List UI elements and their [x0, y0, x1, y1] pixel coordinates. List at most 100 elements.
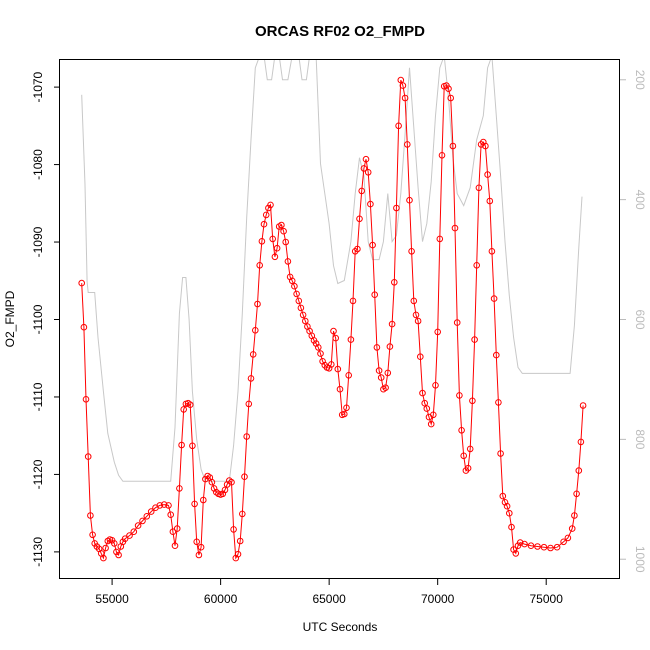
- data-point: [241, 473, 248, 481]
- data-point: [130, 528, 138, 536]
- data-point: [295, 297, 303, 305]
- data-point: [126, 532, 133, 539]
- data-point: [111, 540, 118, 547]
- data-point: [193, 538, 200, 546]
- y-tick-label: -1110: [31, 382, 45, 411]
- data-point: [364, 169, 372, 176]
- data-point: [171, 542, 179, 550]
- data-point: [512, 550, 520, 557]
- data-point: [143, 513, 151, 520]
- data-point: [269, 235, 277, 243]
- y-axis: -1130 -1120 -1110 -1100 -1090 -1080 -1070: [31, 71, 60, 567]
- data-point: [247, 375, 255, 382]
- data-point: [516, 539, 524, 546]
- data-point: [288, 277, 296, 285]
- data-point: [356, 215, 363, 223]
- data-point: [267, 201, 274, 209]
- data-point: [408, 248, 415, 255]
- data-point: [371, 291, 379, 299]
- data-point: [234, 550, 242, 558]
- y-tick-label: -1120: [31, 459, 45, 489]
- data-point: [414, 317, 422, 325]
- data-point: [564, 534, 572, 542]
- data-point: [553, 543, 561, 551]
- data-point: [571, 512, 578, 519]
- y-tick-label: -1130: [31, 537, 45, 567]
- data-point: [432, 382, 439, 389]
- data-point: [497, 450, 504, 457]
- data-point: [315, 344, 322, 351]
- data-point: [395, 122, 402, 130]
- data-point: [466, 445, 474, 453]
- data-point: [336, 385, 344, 393]
- data-point: [178, 441, 185, 449]
- data-point: [421, 399, 429, 407]
- data-point: [503, 502, 511, 510]
- data-point: [230, 526, 237, 533]
- data-point: [189, 442, 196, 450]
- data-point: [278, 221, 285, 229]
- data-point: [434, 328, 442, 336]
- chart-title: ORCAS RF02 O2_FMPD: [255, 23, 425, 40]
- data-point: [147, 508, 155, 515]
- data-point: [436, 235, 444, 243]
- data-point: [417, 353, 424, 361]
- data-point: [373, 344, 381, 351]
- data-point: [89, 531, 96, 539]
- data-point: [341, 410, 348, 418]
- data-point: [180, 406, 187, 413]
- data-point: [236, 537, 244, 545]
- data-point: [282, 238, 290, 246]
- data-point: [102, 544, 109, 552]
- data-point: [473, 262, 481, 269]
- data-point: [252, 327, 259, 334]
- data-point: [471, 336, 478, 343]
- data-point: [273, 244, 281, 252]
- y-axis-label: O2_FMPD: [3, 290, 17, 347]
- data-point: [464, 464, 472, 472]
- data-point: [579, 402, 587, 409]
- data-point: [284, 258, 292, 265]
- y-tick-label: -1080: [31, 149, 45, 180]
- data-point: [358, 187, 366, 195]
- data-point: [480, 138, 487, 146]
- data-point: [330, 327, 337, 335]
- data-point: [84, 453, 92, 460]
- data-point: [456, 392, 463, 399]
- data-point: [499, 492, 507, 500]
- data-point: [475, 184, 483, 192]
- data-point: [501, 499, 509, 506]
- data-point: [78, 279, 85, 287]
- data-point: [493, 351, 500, 359]
- data-point: [245, 400, 253, 408]
- x-tick-label: 55000: [95, 592, 129, 606]
- data-point: [256, 262, 264, 269]
- data-point: [451, 224, 459, 232]
- data-point: [334, 365, 342, 373]
- data-point: [401, 94, 409, 102]
- data-point: [427, 420, 435, 428]
- data-point: [345, 372, 353, 379]
- data-point: [262, 211, 270, 219]
- data-point: [139, 517, 146, 525]
- data-point: [568, 525, 576, 532]
- data-point: [254, 300, 261, 308]
- y2-tick-label: 600: [633, 309, 647, 329]
- data-point: [419, 389, 426, 397]
- x-axis-label: UTC Seconds: [303, 620, 378, 634]
- data-point: [453, 319, 461, 326]
- data-point: [388, 320, 396, 328]
- data-point: [404, 141, 411, 148]
- data-point: [534, 543, 541, 550]
- data-point: [160, 501, 168, 508]
- data-point: [354, 245, 361, 253]
- y2-tick-label: 400: [633, 190, 647, 210]
- data-point: [469, 397, 476, 405]
- data-point: [486, 197, 494, 205]
- data-point: [488, 248, 496, 255]
- data-point: [258, 238, 266, 245]
- data-point: [293, 290, 300, 298]
- data-point: [573, 490, 580, 498]
- data-point: [560, 538, 567, 546]
- y2-tick-label: 200: [633, 70, 647, 90]
